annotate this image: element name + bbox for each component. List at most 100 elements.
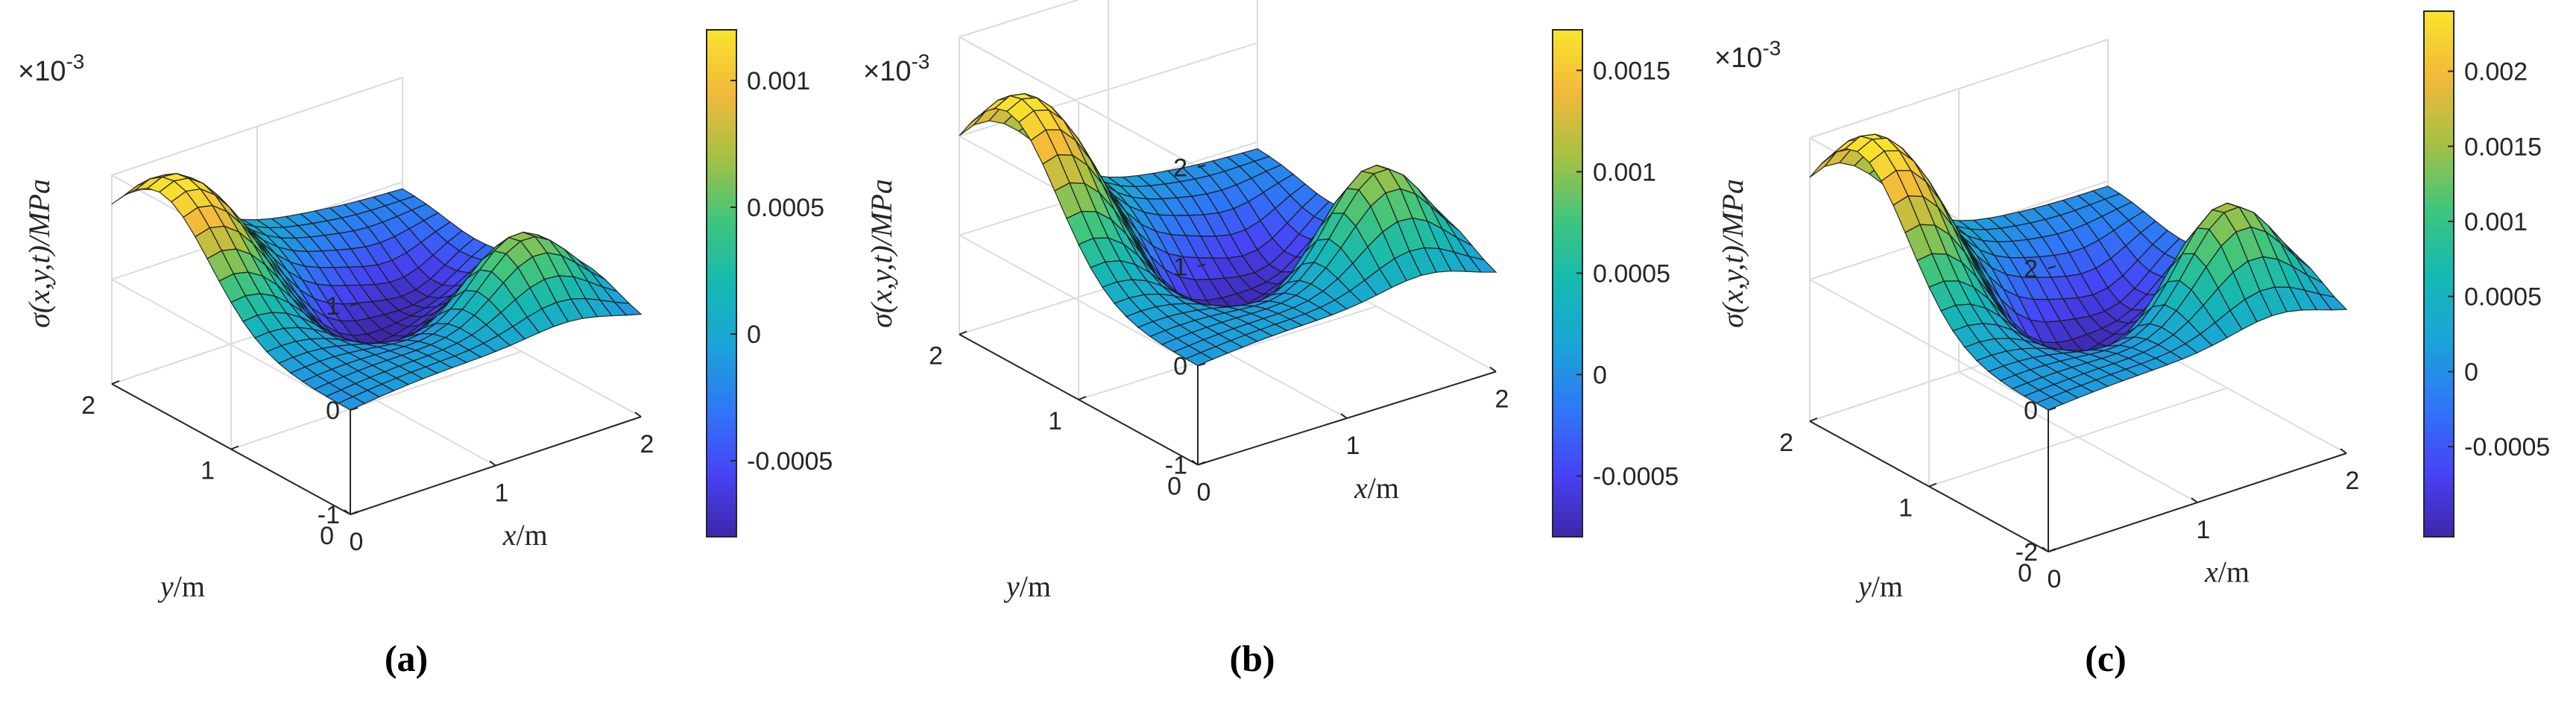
colorbar-tick-label: 0.001 [2464,208,2528,236]
colorbar-segment [707,114,736,124]
colorbar-segment [707,494,736,504]
colorbar-segment [2424,142,2454,152]
colorbar-frame [1552,29,1583,538]
colorbar-segment [707,452,736,461]
colorbar-segment [707,511,736,521]
colorbar-segment [2424,432,2454,441]
colorbar-segment [1553,72,1582,81]
colorbar-segment [2424,160,2454,170]
x-tick-mark [2042,546,2049,552]
z-tick-mark [1197,263,1206,268]
colorbar-segment [1553,122,1582,132]
x-tick-label: 1 [495,479,509,508]
colorbar-segment [1553,494,1582,504]
grid-line [959,234,1199,367]
colorbar-segment [707,89,736,98]
colorbar-segment [707,258,736,268]
colorbar-tick-label: -0.0005 [2464,433,2550,461]
y-tick-label: 1 [201,457,215,485]
z-axis-label: σ(x,y,t)/MPa [865,179,898,328]
colorbar-segment [707,385,736,394]
y-tick-mark [2048,548,2056,552]
colorbar-segment [1553,469,1582,479]
colorbar-segment [2424,291,2454,301]
colorbar-segment [1553,182,1582,192]
colorbar-segment [707,350,736,360]
y-tick-mark [111,380,120,385]
colorbar-segment [707,528,736,538]
colorbar-segment [2424,19,2454,30]
x-tick-label: 1 [2197,516,2211,544]
z-scale-factor: ×10-3 [863,50,929,87]
colorbar-segment [707,477,736,487]
colorbar-segment [1553,368,1582,377]
colorbar-segment [1553,207,1582,217]
colorbar-segment [2424,98,2454,109]
colorbar-segment [707,461,736,470]
z-tick-label: 2 [2024,255,2038,283]
y-tick-label: 2 [81,391,95,420]
colorbar-segment [2424,449,2454,459]
colorbar-segment [2424,265,2454,275]
colorbar-segment [2424,440,2454,450]
x-axis-label: x/m [502,518,548,552]
colorbar-segment [2424,256,2454,266]
colorbar-segment [707,283,736,293]
colorbar-segment [707,359,736,369]
box-edge [959,0,1080,38]
colorbar-segment [2424,388,2454,397]
colorbar-segment [2424,309,2454,319]
y-tick-label: 0 [1167,473,1181,501]
colorbar-segment [1553,317,1582,327]
surface-patch [2318,293,2348,311]
colorbar-segment [2424,125,2454,135]
colorbar-segment [1553,173,1582,183]
y-tick-mark [230,445,239,450]
colorbar-segment [2424,89,2454,100]
colorbar-segment [707,131,736,141]
colorbar-segment [1553,215,1582,225]
colorbar-segment [1553,131,1582,141]
colorbar-segment [2424,107,2454,117]
y-tick-label: 2 [1779,429,1793,457]
y-tick-label: 2 [929,342,943,371]
colorbar-segment [2424,212,2454,222]
x-tick-label: 2 [2346,467,2360,495]
z-tick-label: 1 [1173,253,1187,282]
colorbar-tick-label: -0.0005 [1593,462,1679,491]
colorbar-segment [2424,81,2454,91]
colorbar-segment [2424,72,2454,82]
colorbar-segment [707,207,736,217]
colorbar-segment [707,393,736,403]
colorbar-segment [707,148,736,157]
colorbar-segment [2424,502,2454,511]
colorbar-segment [707,97,736,107]
colorbar-segment [707,418,736,428]
surface-c [1809,133,2348,411]
colorbar-segment [2424,283,2454,292]
y-tick-mark [959,330,967,335]
colorbar-c: 0.002 0.0015 0.001 0.0005 0 -0.0005 [2423,10,2550,538]
colorbar-segment [2424,204,2454,214]
colorbar-segment [707,502,736,512]
colorbar-segment [2424,335,2454,345]
colorbar-segment [707,249,736,259]
colorbar-segment [2424,362,2454,371]
colorbar-segment [2424,37,2454,47]
colorbar-segment [707,486,736,496]
colorbar-segment [1553,452,1582,461]
colorbar-segment [1553,291,1582,301]
colorbar-segment [1553,477,1582,487]
z-tick-mark [1197,362,1206,367]
y-tick-label: 1 [1048,407,1062,435]
surface-patch [1468,255,1497,273]
z-tick-mark [2048,407,2056,411]
grid-line [1809,279,2049,411]
colorbar-segment [707,376,736,385]
y-tick-mark [1197,461,1206,466]
colorbar-segment [1553,114,1582,124]
y-tick-label: 0 [2018,559,2032,587]
colorbar-segment [2424,11,2454,21]
colorbar-tick-label: 0.0015 [2464,133,2542,161]
colorbar-segment [707,190,736,200]
